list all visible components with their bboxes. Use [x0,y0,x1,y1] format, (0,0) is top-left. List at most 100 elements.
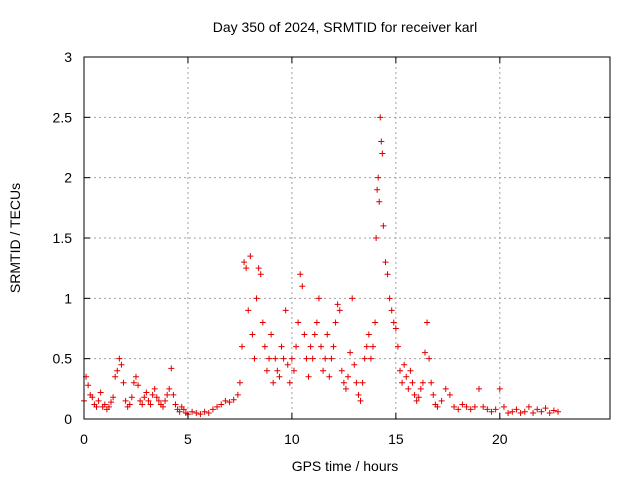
data-point [214,403,221,410]
data-point [116,355,123,362]
data-point [299,283,306,290]
data-point [118,361,125,368]
data-point [415,394,422,401]
data-point [297,271,304,278]
data-point [114,367,121,374]
plot-frame [83,56,611,420]
data-point [397,367,404,374]
data-point [166,385,173,392]
data-points [81,114,562,418]
data-point [347,349,354,356]
data-point [145,397,152,404]
data-point [101,401,108,408]
y-tick-label: 0.5 [53,351,73,367]
data-point [409,379,416,386]
data-point [538,408,545,415]
data-point [521,408,528,415]
data-point [349,295,356,302]
data-point [463,403,470,410]
data-point [484,406,491,413]
data-point [164,391,171,398]
data-point [259,319,266,326]
data-point [143,389,150,396]
data-point [132,373,139,380]
data-point [189,408,196,415]
data-point [375,174,382,181]
data-point [446,391,453,398]
data-point [172,401,179,408]
data-point [305,373,312,380]
data-point [376,198,383,205]
data-point [280,355,287,362]
data-point [342,385,349,392]
data-point [379,150,386,157]
data-point [95,397,102,404]
y-tick-label: 3 [64,49,72,65]
data-point [390,319,397,326]
data-point [517,409,524,416]
data-point [149,391,156,398]
data-point [286,379,293,386]
data-point [141,394,148,401]
data-point [417,385,424,392]
data-point [222,397,229,404]
data-point [253,295,260,302]
data-point [361,355,368,362]
data-point [367,355,374,362]
data-point [89,394,96,401]
data-point [293,343,300,350]
data-point [357,397,364,404]
data-point [550,407,557,414]
data-point [243,265,250,272]
data-point [193,409,200,416]
data-point [384,271,391,278]
data-point [307,343,314,350]
data-point [377,114,384,121]
data-point [324,331,331,338]
data-point [268,331,275,338]
data-point [266,355,273,362]
data-point [513,406,520,413]
x-axis-label: GPS time / hours [292,458,399,474]
data-point [542,405,549,412]
data-point [392,325,399,332]
data-point [278,343,285,350]
data-point [205,409,212,416]
data-point [334,301,341,308]
data-point [282,307,289,314]
data-point [394,343,401,350]
data-point [363,343,370,350]
data-point [555,408,562,415]
data-point [236,379,243,386]
x-tick-label: 15 [388,431,404,447]
data-point [353,379,360,386]
data-point [315,295,322,302]
data-point [421,349,428,356]
data-point [373,235,380,241]
data-point [170,391,177,398]
data-point [328,355,335,362]
data-point [509,408,516,415]
data-point [147,401,154,408]
data-point [500,403,507,410]
data-point [180,406,187,413]
data-point [330,343,337,350]
data-point [382,259,389,266]
data-point [336,307,343,314]
data-point [480,403,487,410]
data-point [488,408,495,415]
data-point [320,367,327,374]
data-point [380,222,387,229]
data-point [93,403,100,410]
data-point [442,385,449,392]
data-point [108,399,115,406]
data-point [197,411,204,418]
data-point [534,406,541,413]
data-point [139,401,146,408]
data-point [234,391,241,398]
data-point [372,319,379,326]
data-point [153,394,160,401]
data-point [451,403,458,410]
data-point [505,409,512,416]
